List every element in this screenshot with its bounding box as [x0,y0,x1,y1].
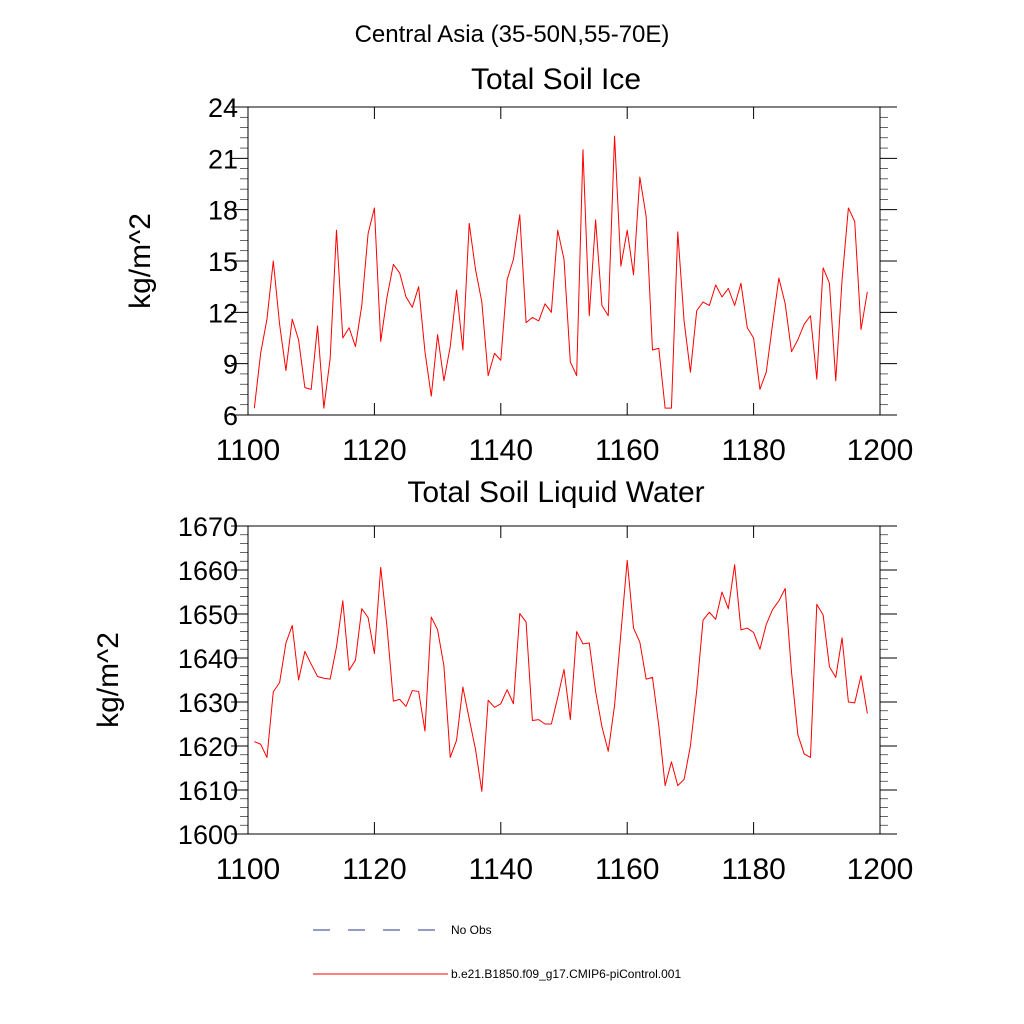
plot-frame [247,525,881,835]
y-tick-label: 1600 [178,820,238,850]
y-tick-label: 1630 [178,688,238,718]
x-tick-label: 1180 [721,434,786,467]
y-tick-label: 12 [208,298,238,328]
y-tick-label: 18 [208,196,238,226]
legend-label-model-run: b.e21.B1850.f09_g17.CMIP6-piControl.001 [451,967,681,981]
x-tick-label: 1140 [469,853,534,886]
series-line [254,559,868,792]
x-tick-label: 1180 [721,853,786,886]
y-tick-label: 24 [208,93,238,123]
y-tick-label: 6 [223,401,238,431]
series-line [253,135,868,409]
suptitle: Central Asia (35-50N,55-70E) [355,21,670,48]
y-axis-label: kg/m^2 [124,213,157,309]
y-tick-label: 1660 [178,556,238,586]
y-tick-label: 9 [223,350,238,380]
y-tick-label: 1650 [178,600,238,630]
x-tick-label: 1100 [216,853,281,886]
y-tick-label: 21 [208,144,238,174]
y-tick-label: 1640 [178,644,238,674]
x-tick-label: 1160 [595,434,660,467]
panel-total-soil-ice: Total Soil Ice kg/m^2 1100 1120 1140 1160 11… [124,63,913,467]
x-tick-label: 1120 [342,434,407,467]
panel-total-soil-liquid-water: Total Soil Liquid Water kg/m^2 1100 1120 1… [92,476,913,886]
x-tick-label: 1120 [342,853,407,886]
y-tick-label: 1610 [178,776,238,806]
panel-title: Total Soil Liquid Water [407,476,704,509]
y-tick-label: 1620 [178,732,238,762]
legend-label-no-obs: No Obs [451,923,492,937]
panel-title: Total Soil Ice [471,63,641,96]
plot-frame [247,106,881,416]
x-tick-label: 1140 [469,434,534,467]
x-tick-label: 1160 [595,853,660,886]
x-tick-label: 1200 [847,434,914,467]
x-tick-label: 1100 [216,434,281,467]
y-axis-label: kg/m^2 [92,632,125,728]
x-tick-label: 1200 [847,853,914,886]
legend: No Obs b.e21.B1850.f09_g17.CMIP6-piContr… [313,923,681,981]
y-tick-label: 1670 [178,512,238,542]
y-tick-label: 15 [208,247,238,277]
